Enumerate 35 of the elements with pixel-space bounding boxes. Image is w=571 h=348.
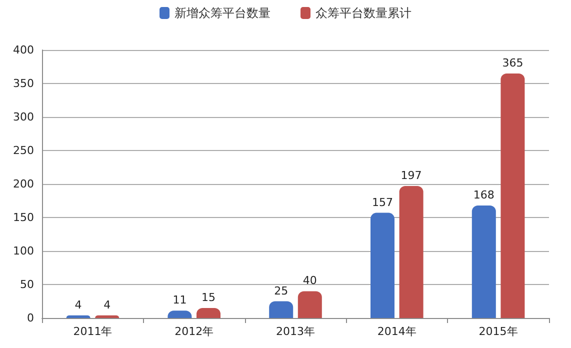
data-label: 25: [274, 284, 288, 298]
y-tick-label: 100: [13, 244, 34, 258]
bar: [269, 301, 294, 318]
data-label: 168: [473, 188, 494, 202]
data-label: 4: [74, 298, 82, 312]
y-tick-label: 200: [13, 178, 34, 190]
data-label: 15: [202, 290, 216, 304]
bar: [472, 205, 496, 318]
bar: [66, 315, 90, 318]
data-label: 365: [502, 56, 524, 70]
data-label: 11: [172, 294, 187, 307]
x-tick-label: 2015年: [478, 325, 518, 338]
y-tick-label: 150: [13, 211, 34, 224]
y-tick-label: 250: [13, 144, 34, 157]
x-tick-label: 2014年: [377, 325, 416, 338]
y-tick-label: 350: [13, 77, 34, 90]
bar: [500, 73, 525, 318]
data-label: 197: [400, 169, 422, 182]
x-tick-label: 2011年: [73, 325, 112, 338]
x-tick-label: 2013年: [276, 325, 315, 338]
bar: [370, 212, 394, 318]
bar: [95, 315, 120, 318]
y-tick-label: 300: [13, 110, 34, 124]
y-tick-label: 50: [20, 278, 34, 291]
data-label: 4: [104, 298, 111, 312]
bar: [298, 291, 322, 318]
bar: [399, 186, 424, 318]
data-label: 40: [302, 274, 317, 288]
y-tick-label: 0: [27, 312, 34, 324]
data-label: 157: [372, 196, 393, 209]
legend-label: 新增众筹平台数量: [174, 6, 270, 20]
bar: [196, 308, 220, 318]
legend-label: 众筹平台数量累计: [316, 6, 412, 20]
x-tick-label: 2012年: [174, 325, 214, 338]
y-tick-label: 400: [13, 44, 34, 56]
